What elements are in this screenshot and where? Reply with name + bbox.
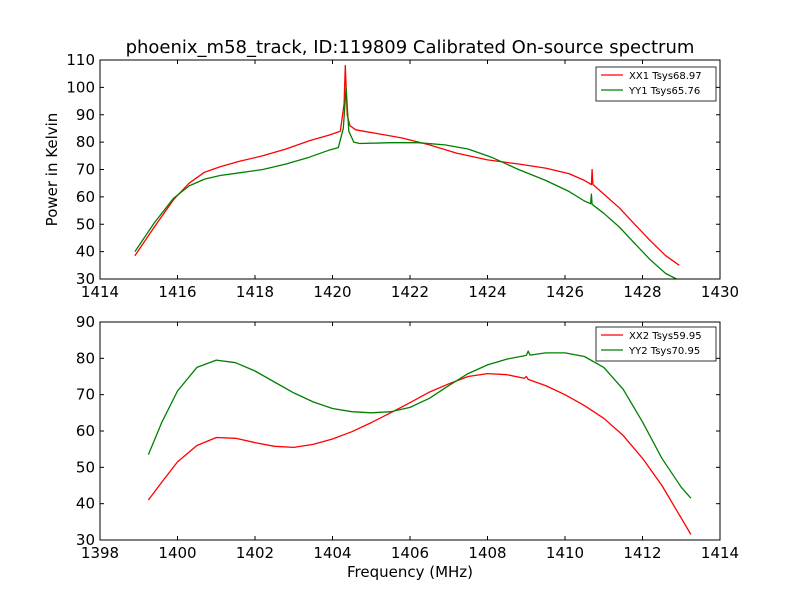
x-tick-label: 1398 [81,544,119,562]
bottom-panel: 1398 1400 1402 1404 1406 1408 1410 1412 1414 30 40… [76,313,739,581]
y-tick-label: 60 [76,422,95,440]
x-tick-label: 1402 [236,544,274,562]
series-line-xx [134,64,680,266]
chart-title: phoenix_m58_track, ID:119809 Calibrated … [126,37,695,58]
y-tick-label: 70 [76,386,95,404]
series-line-yy [134,86,678,279]
y-tick-label: 40 [76,495,95,513]
y-tick-label: 110 [66,51,95,69]
x-tick-label: 1408 [468,544,506,562]
legend-box [595,326,717,362]
x-tick-label: 1424 [468,283,506,301]
x-tick-label: 1430 [701,283,739,301]
y-tick-label: 80 [76,349,95,367]
y-tick-label: 40 [76,243,95,261]
y-axis-label: Power in Kelvin [43,113,61,227]
x-tick-label: 1416 [158,283,196,301]
y-tick-label: 30 [76,270,95,288]
y-tick-label: 90 [76,313,95,331]
y-tick-label: 90 [76,106,95,124]
y-tick-label: 50 [76,458,95,476]
y-tick-label: 50 [76,215,95,233]
series-line-yy [147,350,692,499]
y-tick-label: 30 [76,531,95,549]
y-tick-label: 60 [76,188,95,206]
legend-label: YY2 Tsys70.95 [628,346,700,357]
x-tick-label: 1418 [236,283,274,301]
legend-label: XX2 Tsys59.95 [629,331,702,342]
legend-box [595,66,717,102]
x-tick-label: 1412 [623,544,661,562]
series-line-xx [147,372,692,535]
x-tick-label: 1406 [391,544,429,562]
y-tick-label: 100 [66,78,95,96]
legend-label: YY1 Tsys65.76 [628,86,700,97]
x-tick-label: 1400 [158,544,196,562]
x-tick-label: 1410 [546,544,584,562]
x-tick-label: 1414 [701,544,739,562]
x-tick-label: 1404 [313,544,351,562]
x-tick-label: 1422 [391,283,429,301]
x-tick-label: 1426 [546,283,584,301]
x-axis-label: Frequency (MHz) [347,563,473,581]
y-tick-label: 70 [76,161,95,179]
x-tick-label: 1428 [623,283,661,301]
x-tick-label: 1414 [81,283,119,301]
legend-label: XX1 Tsys68.97 [629,71,702,82]
top-panel: 1414 1416 1418 1420 1422 1424 1426 1428 1430 30 40… [43,51,739,301]
y-tick-label: 80 [76,133,95,151]
x-tick-label: 1420 [313,283,351,301]
